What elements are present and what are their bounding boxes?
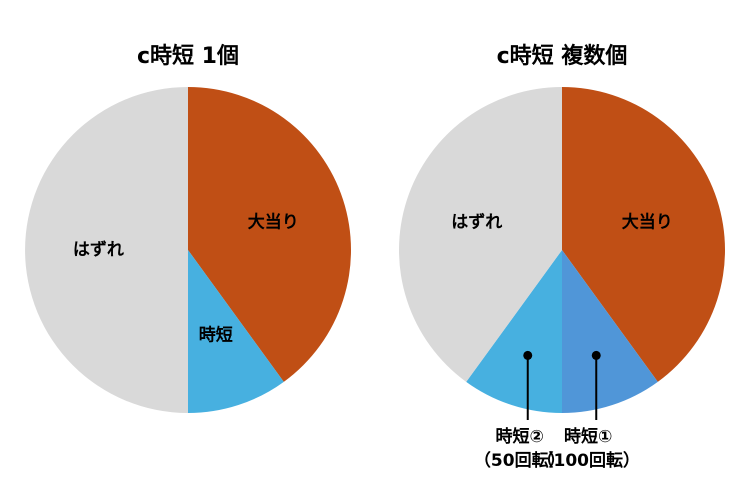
pie-slice — [188, 250, 284, 413]
chart-title: c時短 複数個 — [497, 43, 628, 69]
pie-slice — [562, 87, 725, 382]
pie-slice — [25, 87, 188, 413]
chart-title: c時短 1個 — [137, 44, 239, 69]
slice-note: （50回転） — [474, 450, 566, 471]
pie-slice — [188, 87, 351, 382]
slice-label: はずれ — [73, 240, 124, 260]
pie-slice — [466, 250, 562, 413]
pie-slice — [399, 87, 562, 382]
slice-note: （100回転） — [537, 450, 641, 471]
pie-slice — [562, 250, 658, 413]
slice-label: 時短 — [199, 324, 233, 345]
slice-label: 時短① — [564, 426, 612, 447]
slice-label: 時短② — [496, 426, 544, 447]
slice-label: 大当り — [622, 211, 673, 232]
slice-label: はずれ — [451, 212, 502, 232]
slice-label: 大当り — [248, 211, 299, 232]
